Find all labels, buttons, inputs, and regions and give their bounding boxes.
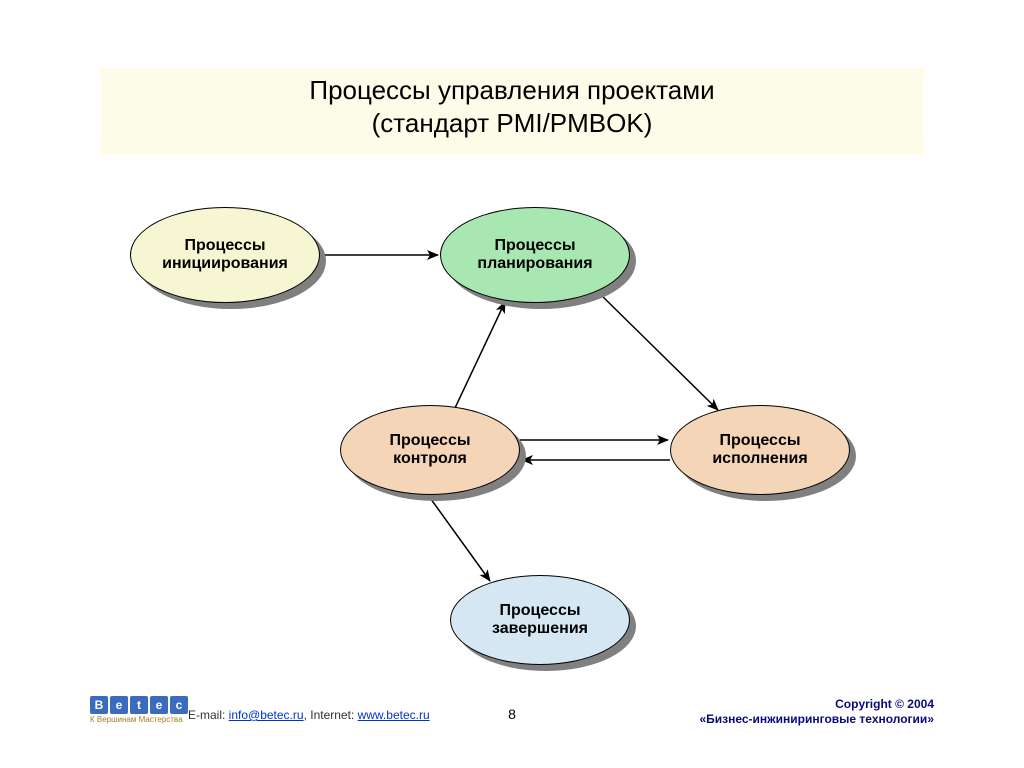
title-band: Процессы управления проектами (стандарт …	[100, 68, 924, 154]
contact-url-link[interactable]: www.betec.ru	[358, 708, 430, 722]
edge-control-to-close	[428, 495, 490, 581]
logo: Betec К Вершинам Мастерства	[90, 696, 188, 724]
contact-prefix: E-mail:	[188, 708, 229, 722]
logo-tagline: К Вершинам Мастерства	[90, 715, 188, 724]
node-init: Процессыинициирования	[130, 207, 320, 303]
contact-email-link[interactable]: info@betec.ru	[229, 708, 304, 722]
copyright-line-2: «Бизнес-инжиниринговые технологии»	[699, 712, 934, 728]
contact-line: E-mail: info@betec.ru, Internet: www.bet…	[188, 708, 430, 722]
node-label-plan: Процессыпланирования	[469, 237, 600, 274]
title-line-2: (стандарт PMI/PMBOK)	[100, 107, 924, 140]
page-number: 8	[508, 706, 516, 722]
node-label-init: Процессыинициирования	[154, 237, 296, 274]
edge-plan-to-exec	[598, 292, 718, 410]
copyright-line-1: Copyright © 2004	[699, 697, 934, 713]
edge-control-to-plan	[455, 302, 505, 408]
logo-cell-0: B	[90, 696, 108, 714]
logo-blocks: Betec	[90, 696, 188, 714]
node-close: Процессызавершения	[450, 575, 630, 665]
node-label-exec: Процессыисполнения	[704, 432, 815, 469]
node-label-close: Процессызавершения	[484, 602, 596, 639]
copyright: Copyright © 2004 «Бизнес-инжиниринговые …	[699, 697, 934, 728]
node-exec: Процессыисполнения	[670, 405, 850, 495]
node-label-control: Процессыконтроля	[381, 432, 478, 469]
footer: Betec К Вершинам Мастерства E-mail: info…	[0, 710, 1024, 750]
logo-cell-1: e	[110, 696, 128, 714]
contact-mid: , Internet:	[304, 708, 358, 722]
node-plan: Процессыпланирования	[440, 207, 630, 303]
logo-cell-2: t	[130, 696, 148, 714]
logo-cell-3: e	[150, 696, 168, 714]
logo-cell-4: c	[170, 696, 188, 714]
node-control: Процессыконтроля	[340, 405, 520, 495]
title-line-1: Процессы управления проектами	[100, 74, 924, 107]
